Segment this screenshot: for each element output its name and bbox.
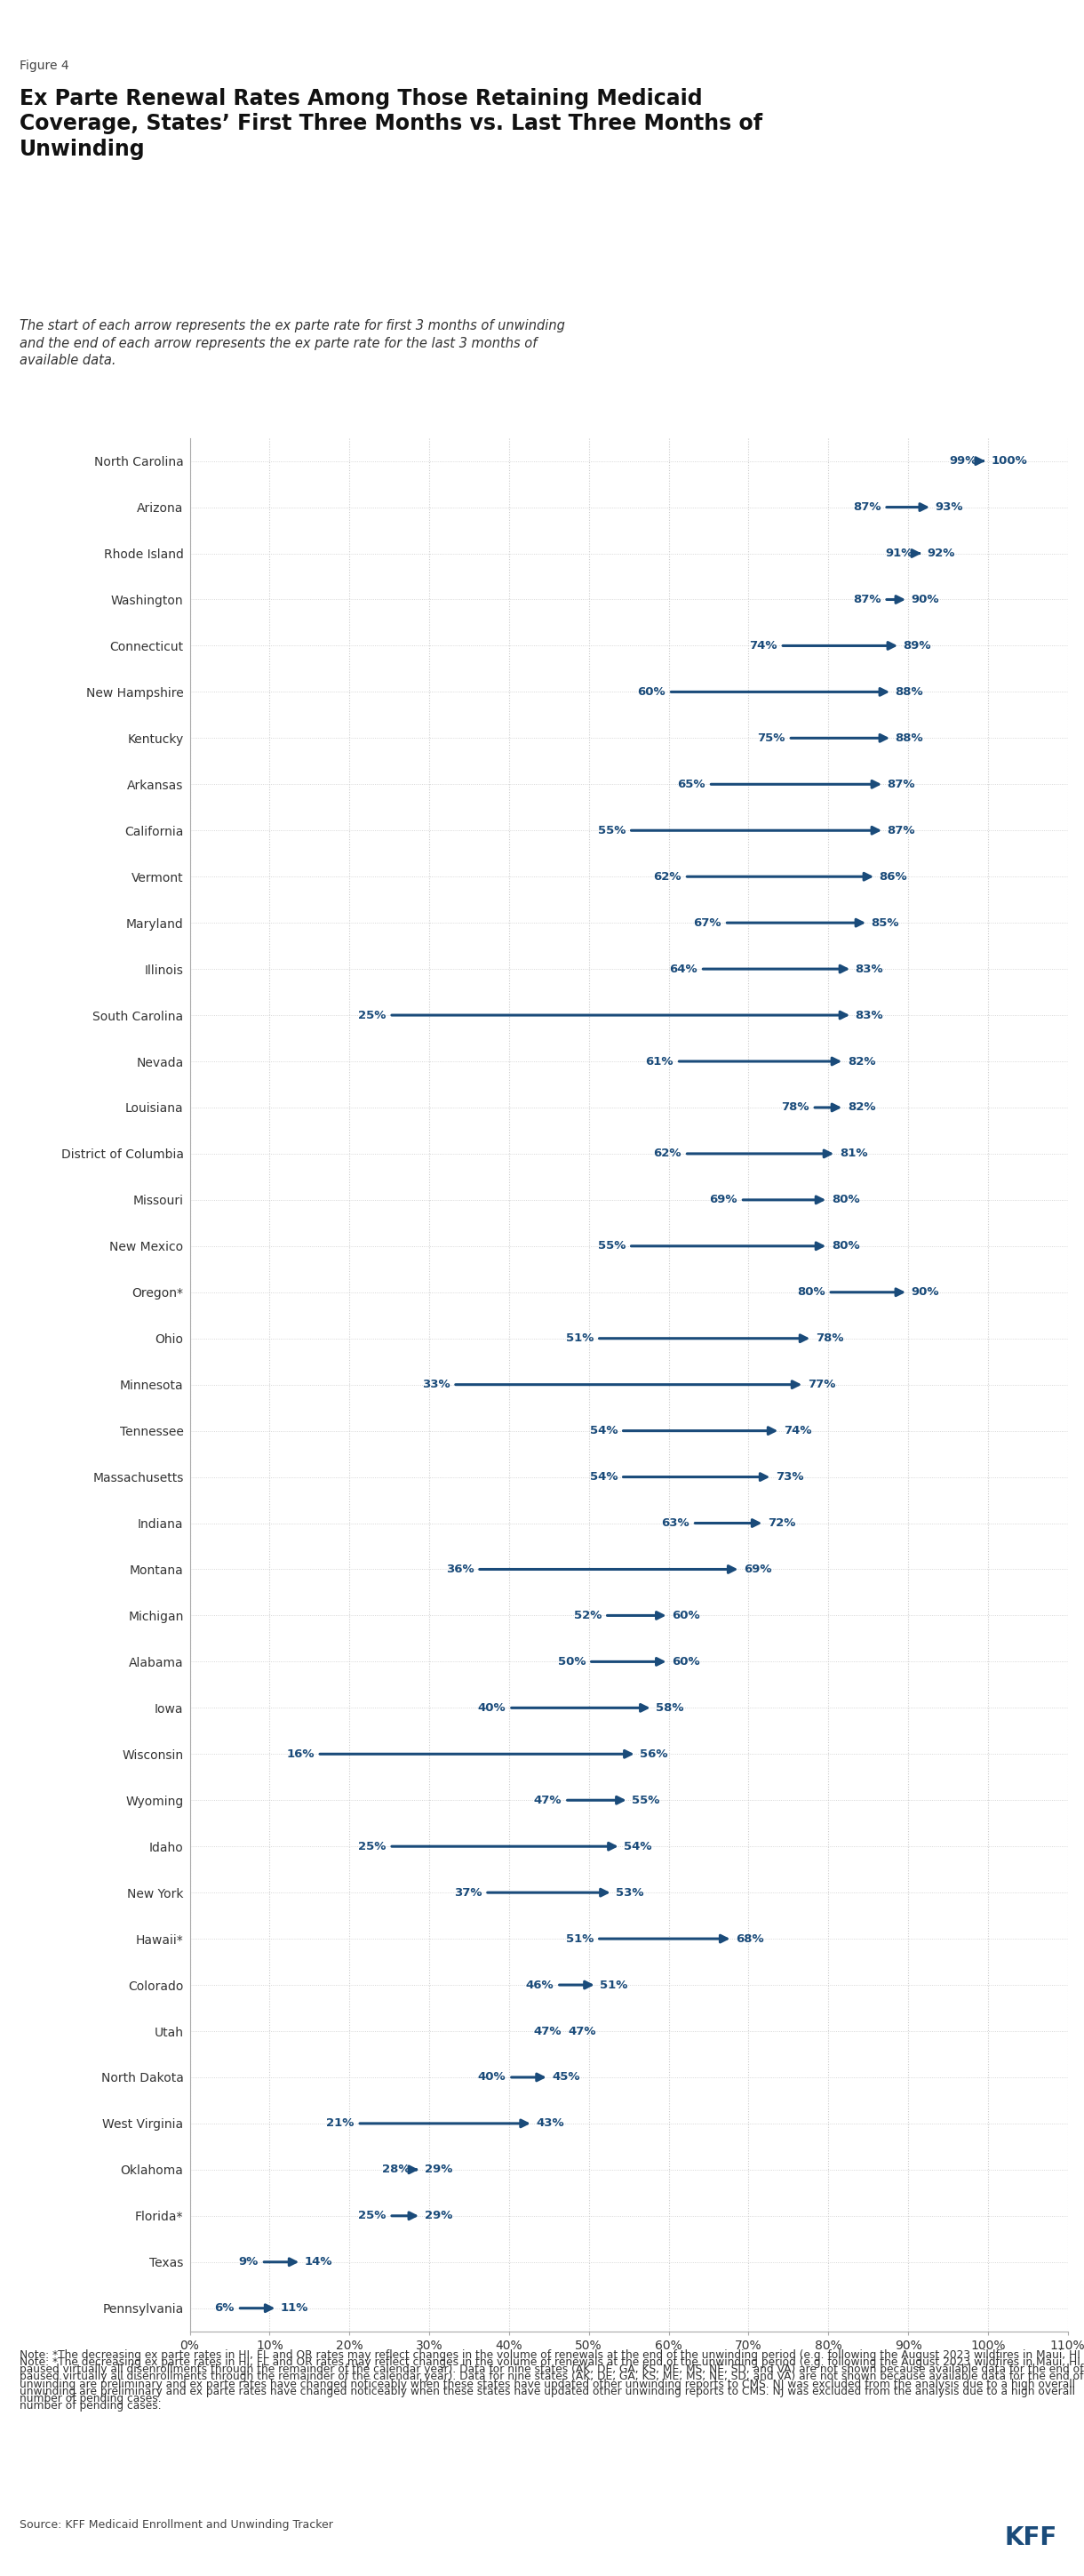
Text: 78%: 78% [815, 1332, 843, 1345]
Text: 88%: 88% [895, 685, 924, 698]
Text: 29%: 29% [424, 2164, 452, 2174]
Text: 50%: 50% [557, 1656, 585, 1667]
Text: 74%: 74% [784, 1425, 812, 1437]
Text: 52%: 52% [573, 1610, 602, 1620]
Text: 56%: 56% [640, 1749, 668, 1759]
Text: 45%: 45% [552, 2071, 580, 2084]
Text: KFF: KFF [1004, 2524, 1057, 2550]
Text: 88%: 88% [895, 732, 924, 744]
Text: 80%: 80% [831, 1239, 860, 1252]
Text: 90%: 90% [912, 595, 939, 605]
Text: 87%: 87% [888, 824, 915, 837]
Text: Source: KFF Medicaid Enrollment and Unwinding Tracker: Source: KFF Medicaid Enrollment and Unwi… [20, 2519, 333, 2530]
Text: Note: *The decreasing ex parte rates in HI, FL and OR rates may reflect changes : Note: *The decreasing ex parte rates in … [20, 2357, 1084, 2411]
Text: 85%: 85% [872, 917, 900, 927]
Text: 87%: 87% [888, 778, 915, 791]
Text: 80%: 80% [831, 1195, 860, 1206]
Text: 54%: 54% [590, 1471, 618, 1484]
Text: 62%: 62% [654, 871, 682, 884]
Text: 55%: 55% [632, 1795, 660, 1806]
Text: 62%: 62% [654, 1149, 682, 1159]
Text: 99%: 99% [949, 456, 977, 466]
Text: 51%: 51% [566, 1332, 594, 1345]
Text: 93%: 93% [935, 502, 964, 513]
Text: 60%: 60% [637, 685, 666, 698]
Text: 69%: 69% [709, 1195, 737, 1206]
Text: 83%: 83% [855, 963, 883, 974]
Text: 81%: 81% [839, 1149, 867, 1159]
Text: 74%: 74% [749, 639, 777, 652]
Text: 63%: 63% [661, 1517, 689, 1530]
Text: 73%: 73% [775, 1471, 803, 1484]
Text: 46%: 46% [526, 1978, 554, 1991]
Text: 11%: 11% [281, 2303, 309, 2313]
Text: 80%: 80% [797, 1285, 825, 1298]
Text: 25%: 25% [358, 1010, 386, 1020]
Text: Note: *The decreasing ex parte rates in HI, FL and OR rates may reflect changes : Note: *The decreasing ex parte rates in … [20, 2349, 1084, 2406]
Text: 25%: 25% [358, 1842, 386, 1852]
Text: 53%: 53% [616, 1886, 644, 1899]
Text: 82%: 82% [848, 1056, 876, 1066]
Text: 89%: 89% [903, 639, 931, 652]
Text: 91%: 91% [885, 549, 913, 559]
Text: 43%: 43% [537, 2117, 565, 2130]
Text: The start of each arrow represents the ex parte rate for first 3 months of unwin: The start of each arrow represents the e… [20, 319, 565, 366]
Text: 37%: 37% [454, 1886, 482, 1899]
Text: 55%: 55% [597, 824, 625, 837]
Text: 40%: 40% [478, 2071, 506, 2084]
Text: 33%: 33% [422, 1378, 450, 1391]
Text: 47%: 47% [568, 2025, 596, 2038]
Text: 100%: 100% [991, 456, 1028, 466]
Text: 6%: 6% [215, 2303, 234, 2313]
Text: 61%: 61% [645, 1056, 673, 1066]
Text: 54%: 54% [590, 1425, 618, 1437]
Text: 82%: 82% [848, 1103, 876, 1113]
Text: 55%: 55% [597, 1239, 625, 1252]
Text: 69%: 69% [744, 1564, 772, 1574]
Text: 25%: 25% [358, 2210, 386, 2221]
Text: 78%: 78% [782, 1103, 809, 1113]
Text: 28%: 28% [382, 2164, 410, 2174]
Text: 36%: 36% [446, 1564, 474, 1574]
Text: 64%: 64% [669, 963, 697, 974]
Text: 68%: 68% [736, 1932, 764, 1945]
Text: Figure 4: Figure 4 [20, 59, 69, 72]
Text: 87%: 87% [853, 595, 881, 605]
Text: 83%: 83% [855, 1010, 883, 1020]
Text: 60%: 60% [672, 1610, 700, 1620]
Text: 75%: 75% [758, 732, 785, 744]
Text: 90%: 90% [912, 1285, 939, 1298]
Text: 87%: 87% [853, 502, 881, 513]
Text: 51%: 51% [566, 1932, 594, 1945]
Text: Ex Parte Renewal Rates Among Those Retaining Medicaid
Coverage, States’ First Th: Ex Parte Renewal Rates Among Those Retai… [20, 88, 762, 160]
Text: 60%: 60% [672, 1656, 700, 1667]
Text: 14%: 14% [305, 2257, 333, 2267]
Text: 9%: 9% [238, 2257, 258, 2267]
Text: 67%: 67% [694, 917, 721, 927]
Text: 65%: 65% [678, 778, 706, 791]
Text: 77%: 77% [808, 1378, 836, 1391]
Text: 47%: 47% [533, 2025, 562, 2038]
Text: 47%: 47% [533, 1795, 562, 1806]
Text: 29%: 29% [424, 2210, 452, 2221]
Text: 86%: 86% [879, 871, 907, 884]
Text: 54%: 54% [624, 1842, 651, 1852]
Text: 92%: 92% [927, 549, 955, 559]
Text: 21%: 21% [326, 2117, 354, 2130]
Text: 72%: 72% [767, 1517, 796, 1530]
Text: 51%: 51% [599, 1978, 628, 1991]
Text: 58%: 58% [656, 1703, 684, 1713]
Text: 40%: 40% [478, 1703, 506, 1713]
Text: 16%: 16% [286, 1749, 314, 1759]
